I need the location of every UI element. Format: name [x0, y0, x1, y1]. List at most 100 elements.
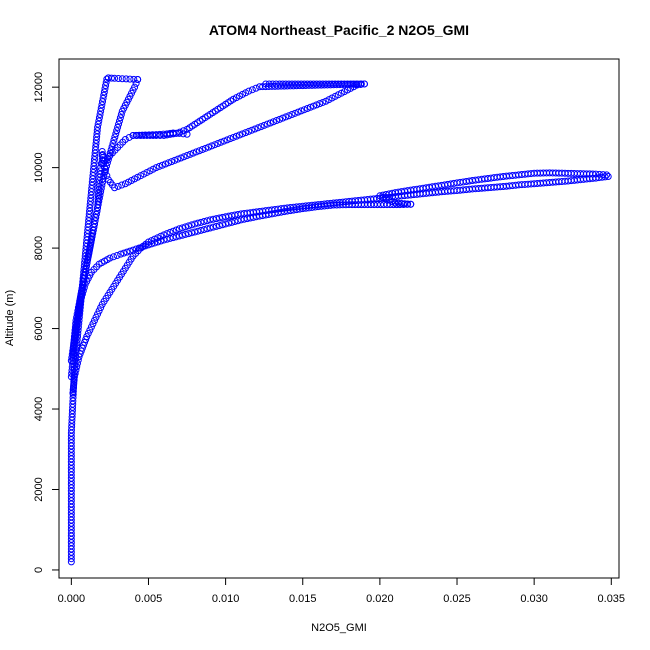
data-point — [245, 127, 253, 135]
data-point — [212, 222, 220, 230]
data-point — [103, 75, 111, 83]
data-point — [303, 104, 311, 112]
data-point — [120, 249, 128, 257]
data-point — [159, 130, 167, 138]
data-point — [78, 290, 86, 298]
data-point — [87, 323, 95, 331]
data-point — [111, 133, 119, 141]
data-point — [263, 120, 271, 128]
data-point — [98, 101, 106, 109]
data-point — [239, 130, 247, 138]
x-axis-label: N2O5_GMI — [311, 622, 367, 634]
data-point — [110, 253, 118, 261]
data-point — [126, 75, 134, 83]
data-point — [107, 74, 115, 82]
data-point — [251, 125, 259, 133]
data-point — [94, 310, 102, 318]
data-point — [100, 172, 108, 180]
data-point — [172, 233, 180, 241]
data-point — [198, 146, 206, 154]
data-point — [203, 217, 211, 225]
data-point — [86, 326, 94, 334]
y-tick-label: 6000 — [33, 316, 45, 340]
data-point — [192, 148, 200, 156]
data-point — [169, 227, 177, 235]
data-point — [156, 130, 164, 138]
data-point — [229, 133, 237, 141]
data-point — [141, 131, 149, 139]
x-tick-label: 0.010 — [212, 593, 240, 605]
data-point — [101, 85, 109, 93]
y-tick-label: 12000 — [33, 72, 45, 103]
data-point — [106, 254, 114, 262]
data-point — [226, 135, 234, 143]
data-point — [117, 250, 125, 258]
data-point — [103, 172, 111, 180]
data-point — [115, 120, 123, 128]
data-series — [129, 129, 191, 139]
data-point — [256, 83, 264, 91]
data-point — [114, 75, 122, 83]
data-point — [99, 94, 107, 102]
data-point — [96, 111, 104, 119]
data-point — [163, 230, 171, 238]
x-tick-label: 0.020 — [366, 593, 394, 605]
data-point — [114, 182, 122, 190]
data-point — [206, 216, 214, 224]
data-point — [152, 164, 160, 172]
data-point — [71, 369, 79, 377]
data-point — [118, 75, 126, 83]
data-point — [248, 86, 256, 94]
data-point — [122, 75, 130, 83]
data-point — [186, 150, 194, 158]
data-point — [194, 219, 202, 227]
data-point — [203, 225, 211, 233]
data-point — [165, 159, 173, 167]
data-point — [259, 83, 267, 91]
data-point — [155, 162, 163, 170]
data-point — [90, 317, 98, 325]
data-point — [73, 363, 81, 371]
x-tick-label: 0.000 — [58, 593, 86, 605]
data-point — [76, 300, 84, 308]
data-point — [189, 149, 197, 157]
data-point — [74, 359, 82, 367]
data-point — [101, 164, 109, 172]
data-point — [98, 300, 106, 308]
data-points — [67, 74, 612, 566]
data-point — [294, 108, 302, 116]
data-point — [123, 248, 131, 256]
x-tick-label: 0.030 — [520, 593, 548, 605]
data-point — [100, 91, 108, 99]
data-point — [191, 228, 199, 236]
data-point — [316, 100, 324, 108]
data-point — [69, 389, 77, 397]
data-point — [205, 143, 213, 151]
data-point — [116, 114, 124, 122]
data-point — [168, 158, 176, 166]
data-point — [208, 142, 216, 150]
data-point — [113, 127, 121, 135]
data-point — [132, 79, 140, 87]
data-point — [282, 113, 290, 121]
data-point — [94, 123, 102, 131]
data-point — [175, 129, 183, 137]
x-tick-label: 0.005 — [135, 593, 163, 605]
data-point — [99, 98, 107, 106]
data-point — [158, 161, 166, 169]
data-point — [223, 136, 231, 144]
data-point — [126, 247, 134, 255]
data-point — [75, 306, 83, 314]
data-point — [279, 114, 287, 122]
data-point — [254, 124, 262, 132]
data-point — [225, 219, 233, 227]
data-point — [84, 329, 92, 337]
data-point — [202, 144, 210, 152]
data-point — [78, 293, 86, 301]
data-point — [394, 199, 402, 207]
chart-title: ATOM4 Northeast_Pacific_2 N2O5_GMI — [209, 22, 469, 38]
data-point — [172, 226, 180, 234]
data-point — [194, 227, 202, 235]
data-point — [90, 220, 98, 228]
data-point — [188, 221, 196, 229]
